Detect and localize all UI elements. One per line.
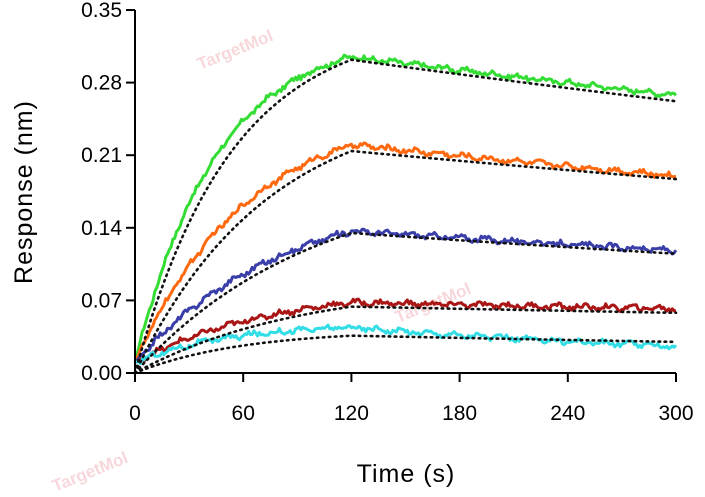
y-tick-label: 0.35 — [81, 0, 122, 22]
series-line-curve-3 — [133, 227, 678, 364]
fit-line-curve-4 — [133, 305, 678, 375]
watermark-top: TargetMol — [194, 26, 275, 74]
y-tick-label: 0.07 — [81, 289, 122, 312]
fit-line-curve-2 — [133, 149, 678, 375]
y-axis-title: Response (nm) — [10, 100, 38, 284]
y-tick-label: 0.21 — [81, 144, 122, 167]
data-layer — [133, 53, 678, 375]
x-tick-label: 60 — [232, 402, 255, 425]
x-tick-label: 0 — [129, 402, 141, 425]
series-line-curve-5 — [134, 323, 678, 366]
y-tick-label: 0.28 — [81, 72, 122, 95]
series-line-curve-4 — [134, 297, 677, 364]
fit-line-curve-3 — [133, 231, 678, 375]
y-tick-label: 0.14 — [81, 217, 122, 240]
watermark-bottom: TargetMol — [49, 448, 130, 496]
axes-layer: 0.00 0.07 0.14 0.21 0.28 0.35 0 60 120 180 240 300 — [81, 0, 693, 425]
y-tick-label: 0.00 — [81, 362, 122, 385]
x-tick-label: 120 — [334, 402, 369, 425]
x-tick-label: 180 — [442, 402, 477, 425]
x-tick-label: 240 — [550, 402, 585, 425]
x-axis-title: Time (s) — [357, 460, 456, 488]
series-line-curve-1 — [133, 53, 678, 363]
fit-line-curve-5 — [133, 334, 678, 375]
fit-line-curve-1 — [133, 58, 678, 375]
series-line-curve-2 — [133, 141, 677, 364]
x-tick-label: 300 — [658, 402, 693, 425]
